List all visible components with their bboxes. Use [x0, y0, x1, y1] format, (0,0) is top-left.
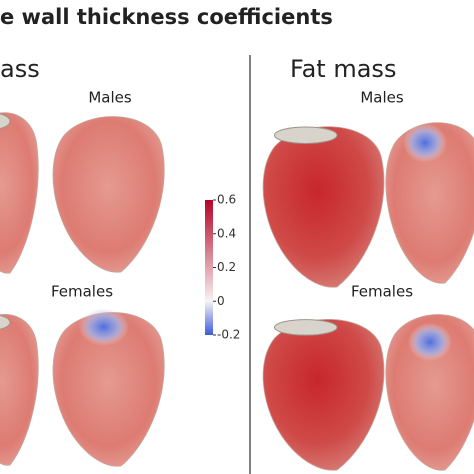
- heart: [385, 122, 474, 284]
- heart: [52, 116, 165, 273]
- colorbar: 0.6 0.4 0.2 0 -0.2: [205, 193, 240, 342]
- heart-spot: [403, 122, 447, 163]
- heart-spot: [78, 308, 130, 346]
- heart-rim: [274, 126, 338, 144]
- heart-rim: [0, 113, 11, 130]
- heart: [262, 126, 385, 288]
- heart-rim: [0, 315, 11, 330]
- heart-spot: [408, 322, 452, 362]
- row-label: Males: [88, 89, 132, 107]
- heart-renders: [0, 112, 474, 471]
- heart: [262, 319, 385, 471]
- heart: [52, 312, 165, 467]
- row-label: Females: [51, 283, 113, 301]
- heart: [0, 112, 39, 274]
- colorbar-scale: [205, 200, 213, 335]
- figure-title: e wall thickness coefficients: [0, 5, 333, 29]
- colorbar-tick-label: -0.2: [217, 328, 240, 342]
- panel-title: Fat mass: [290, 55, 396, 83]
- panel-title: ass: [0, 55, 40, 83]
- heart: [0, 313, 39, 466]
- colorbar-tick-label: 0.4: [217, 226, 236, 240]
- row-label: Males: [360, 89, 404, 107]
- colorbar-tick-label: 0.6: [217, 193, 236, 207]
- heart-rim: [274, 319, 338, 336]
- heart: [385, 314, 474, 471]
- colorbar-tick-label: 0: [217, 294, 225, 308]
- row-label: Females: [351, 283, 413, 301]
- colorbar-tick-label: 0.2: [217, 260, 236, 274]
